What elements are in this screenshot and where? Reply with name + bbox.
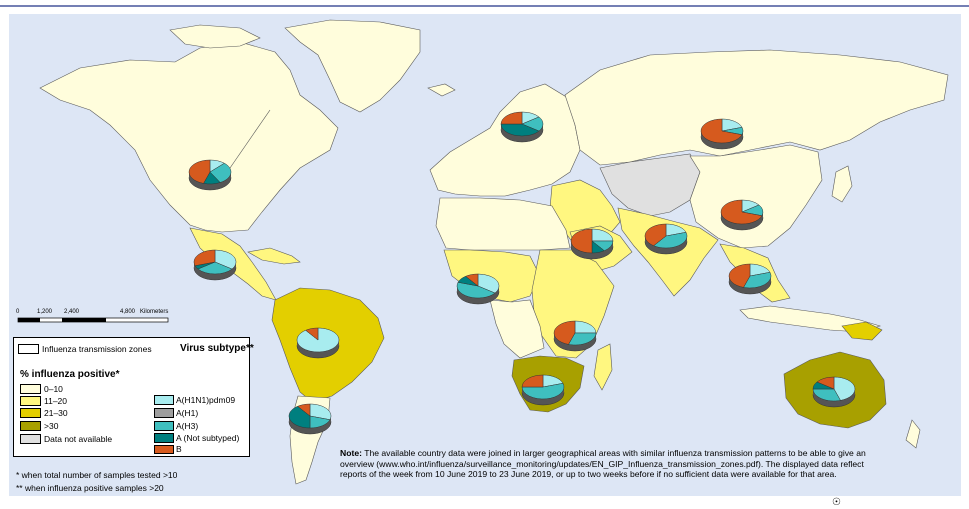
range-label-1: 11–20: [44, 396, 68, 406]
pie-southern-asia: [644, 223, 688, 255]
pie-northern-europe-slice-not-subtyped: [500, 123, 540, 137]
pie-western-africa: [456, 273, 500, 305]
pie-north-america-slice-b: [188, 159, 211, 184]
subtype-swatch-0: [154, 395, 174, 405]
central-africa-zone: [489, 299, 545, 359]
pie-central-america-slice-h1n1: [214, 249, 237, 270]
footnote-samples: * when total number of samples tested >1…: [16, 470, 178, 480]
subtype-swatch-1: [154, 408, 174, 418]
pie-temperate-south-america-slice-h1n1: [309, 403, 332, 420]
pie-northern-europe: [500, 111, 544, 143]
who-emblem-icon: ☉: [832, 497, 841, 508]
pie-south-east-asia: [728, 263, 772, 295]
subtype-swatch-2: [154, 421, 174, 431]
pie-eastern-asia-slice-b: [720, 199, 763, 225]
pie-central-america-slice-b: [193, 249, 216, 266]
scale-tick-2: 2,400: [64, 309, 80, 315]
papua-zone: [841, 321, 883, 341]
subtype-label-4: B: [176, 444, 182, 454]
scale-bar: [17, 317, 169, 323]
note-text: Note: The available country data were jo…: [340, 448, 880, 480]
scale-tick-3: 4,800: [120, 309, 136, 315]
pie-western-asia: [570, 228, 614, 260]
pie-western-africa-slice-b: [465, 273, 479, 287]
range-label-0: 0–10: [44, 384, 63, 394]
pie-eastern-africa-slice-h3: [568, 332, 597, 346]
range-swatch-1: [20, 396, 41, 406]
pie-western-africa-slice-h1n1: [477, 273, 500, 294]
pie-central-america-slice-h3: [197, 261, 233, 275]
virus-subtype-pies: [188, 109, 856, 435]
scale-tick-0: 0: [16, 309, 20, 315]
pie-northern-europe-slice-b: [500, 111, 523, 125]
pie-oceania-slice-b: [816, 376, 835, 390]
pie-north-america: [188, 159, 232, 191]
pie-eastern-europe: [700, 118, 744, 150]
pie-oceania: [812, 376, 856, 408]
caribbean-zone: [247, 247, 301, 265]
pie-south-east-asia-slice-h3: [743, 272, 772, 289]
note-body: The available country data were joined i…: [340, 448, 866, 480]
pie-tropical-south-america: [296, 327, 340, 359]
pie-north-america-slice-h3: [209, 162, 232, 183]
greenland-zone: [284, 19, 421, 113]
subtype-label-0: A(H1N1)pdm09: [176, 395, 236, 405]
pie-leader-line: [229, 109, 271, 169]
subtype-title: Virus subtype**: [180, 343, 254, 354]
iceland-zone: [427, 83, 456, 97]
legend: Influenza transmission zones % influenza…: [13, 337, 254, 457]
range-label-3: >30: [44, 421, 59, 431]
madagascar-zone: [593, 343, 613, 391]
pie-southern-asia-slice-b: [644, 223, 667, 246]
pie-temperate-south-america-slice-not-subtyped: [288, 406, 311, 429]
pie-central-america: [193, 249, 237, 281]
pie-oceania-slice-h3: [812, 388, 841, 402]
range-swatch-2: [20, 408, 41, 418]
positive-title: % influenza positive*: [20, 369, 120, 380]
scale-tick-1: 1,200: [37, 309, 53, 315]
new-zealand-zone: [905, 419, 921, 449]
pie-temperate-south-america-slice-b: [297, 403, 311, 417]
japan-zone: [831, 165, 853, 203]
north-africa-zone: [435, 197, 571, 251]
subtype-label-2: A(H3): [176, 421, 199, 431]
scale-unit: Kilometers: [140, 309, 169, 315]
subtype-swatch-4: [154, 445, 174, 454]
subtype-label-1: A(H1): [176, 408, 199, 418]
zones-swatch: [18, 344, 39, 354]
zones-label: Influenza transmission zones: [42, 344, 152, 354]
pie-western-asia-slice-b: [570, 228, 593, 254]
footnote-positive: ** when influenza positive samples >20: [16, 483, 164, 493]
subtype-label-3: A (Not subtyped): [176, 433, 240, 443]
pie-eastern-africa-slice-b: [553, 320, 576, 345]
pie-south-east-asia-slice-b: [728, 263, 751, 288]
pie-eastern-africa: [553, 320, 597, 352]
pie-southern-asia-slice-h3: [653, 232, 688, 249]
pie-oceania-slice-h1n1: [833, 376, 856, 401]
range-swatch-0: [20, 384, 41, 394]
pie-eastern-europe-slice-b: [700, 118, 743, 144]
pie-eastern-asia: [720, 199, 764, 231]
arctic-islands-zone: [169, 24, 261, 49]
subtype-swatch-3: [154, 433, 174, 443]
range-label-4: Data not available: [44, 434, 113, 444]
pie-tropical-south-america-slice-b: [305, 327, 319, 341]
range-label-2: 21–30: [44, 408, 68, 418]
scale-bar-labels: 0 1,200 2,400 4,800 Kilometers: [16, 309, 168, 315]
pie-western-africa-slice-h3: [456, 282, 496, 299]
pie-southern-africa-slice-b: [521, 374, 544, 388]
pie-eastern-africa-slice-h1n1: [574, 320, 597, 334]
pie-southern-africa: [521, 374, 565, 406]
russia-zone: [564, 49, 949, 166]
range-swatch-4: [20, 434, 41, 444]
range-swatch-3: [20, 421, 41, 431]
pie-temperate-south-america: [288, 403, 332, 435]
pie-western-asia-slice-h1n1: [591, 228, 614, 242]
note-label: Note:: [340, 448, 362, 458]
